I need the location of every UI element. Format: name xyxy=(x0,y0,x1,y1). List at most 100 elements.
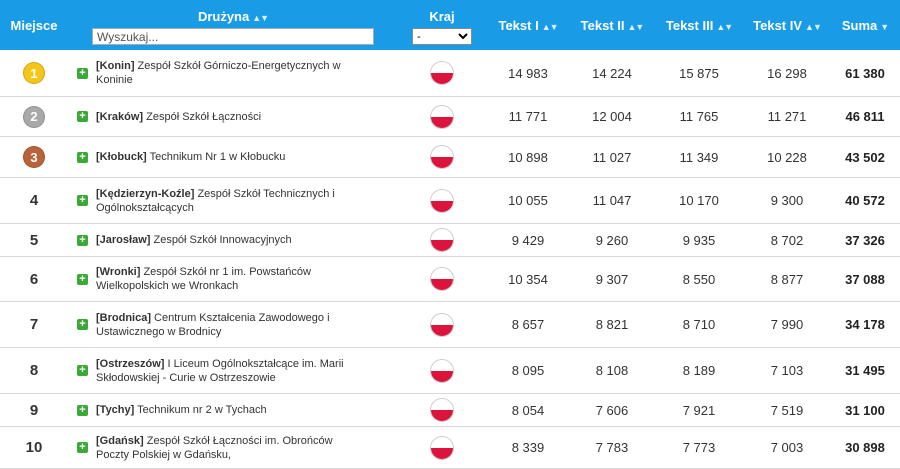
team-name: [Brodnica] Centrum Kształcenia Zawodoweg… xyxy=(96,311,366,339)
team-city: [Ostrzeszów] xyxy=(96,357,165,370)
expand-plus-icon[interactable]: + xyxy=(77,319,88,330)
team-name: [Wronki] Zespół Szkół nr 1 im. Powstańcó… xyxy=(96,265,366,293)
team-cell: + [Wronki] Zespół Szkół nr 1 im. Powstań… xyxy=(68,257,398,301)
score-sum: 30 898 xyxy=(845,440,885,455)
rank-cell: 1 xyxy=(0,50,68,96)
header-team-sort[interactable]: Drużyna ▲▼ xyxy=(198,9,269,24)
score-text-2: 8 821 xyxy=(595,317,629,332)
score-text-1: 10 354 xyxy=(508,271,548,287)
table-row: 9 + [Tychy] Technikum nr 2 w Tychach 8 0… xyxy=(0,394,900,427)
rank-cell: 7 xyxy=(0,302,68,347)
score-sum: 31 495 xyxy=(845,363,885,378)
country-cell xyxy=(398,97,486,136)
score-text-4: 7 103 xyxy=(770,363,804,378)
score-sum: 40 572 xyxy=(845,193,885,208)
country-cell xyxy=(398,50,486,96)
sort-desc-icon: ▼ xyxy=(880,21,889,32)
team-cell: + [Kędzierzyn-Koźle] Zespół Szkół Techni… xyxy=(68,178,398,223)
score-text-1: 8 339 xyxy=(511,440,545,455)
header-rank[interactable]: Miejsce xyxy=(0,0,68,50)
score-text-4: 8 877 xyxy=(770,271,804,287)
team-school: Zespół Szkół Łączności xyxy=(143,110,262,123)
poland-flag-icon xyxy=(430,104,454,129)
team-name: [Ostrzeszów] I Liceum Ogólnokształcące i… xyxy=(96,357,366,385)
score-text-2: 12 004 xyxy=(592,109,632,124)
score-text-4: 8 702 xyxy=(770,232,804,248)
country-cell xyxy=(398,137,486,177)
header-text-3[interactable]: Tekst III ▲▼ xyxy=(654,0,744,50)
score-sum: 37 088 xyxy=(845,271,885,287)
score-text-3: 8 550 xyxy=(682,271,716,287)
rank-number: 3 xyxy=(30,149,38,165)
header-text-2[interactable]: Tekst II ▲▼ xyxy=(570,0,654,50)
header-text-2-label: Tekst II xyxy=(580,17,625,33)
score-text-2: 9 307 xyxy=(595,271,629,287)
score-text-2: 9 260 xyxy=(595,232,629,248)
table-row: 6 + [Wronki] Zespół Szkół nr 1 im. Powst… xyxy=(0,257,900,302)
score-text-4: 16 298 xyxy=(767,65,807,81)
expand-plus-icon[interactable]: + xyxy=(77,273,88,285)
poland-flag-icon xyxy=(430,145,454,169)
poland-flag-icon xyxy=(430,228,454,252)
score-text-1: 8 095 xyxy=(511,363,545,378)
expand-plus-icon[interactable]: + xyxy=(77,404,88,416)
header-team: Drużyna ▲▼ xyxy=(68,0,398,50)
header-text-1[interactable]: Tekst I ▲▼ xyxy=(486,0,570,50)
score-text-3: 11 765 xyxy=(679,109,719,124)
sort-icon: ▲▼ xyxy=(805,21,822,32)
rank-number: 8 xyxy=(29,362,39,379)
header-text-1-label: Tekst I xyxy=(498,17,539,33)
country-cell xyxy=(398,348,486,393)
table-row: 5 + [Jarosław] Zespół Szkół Innowacyjnyc… xyxy=(0,224,900,257)
expand-plus-icon[interactable]: + xyxy=(77,67,88,79)
medal-icon: 3 xyxy=(23,146,45,168)
score-sum: 31 100 xyxy=(845,402,885,418)
expand-plus-icon[interactable]: + xyxy=(77,111,88,122)
score-text-3: 7 773 xyxy=(682,440,716,455)
medal-icon: 2 xyxy=(23,105,45,128)
team-name: [Kłobuck] Technikum Nr 1 w Kłobucku xyxy=(96,150,366,164)
team-school: Technikum nr 2 w Tychach xyxy=(134,404,267,416)
expand-plus-icon[interactable]: + xyxy=(77,234,88,246)
poland-flag-icon xyxy=(430,435,454,460)
search-input[interactable] xyxy=(92,28,374,45)
score-text-3: 8 710 xyxy=(682,317,716,332)
score-text-4: 9 300 xyxy=(770,193,804,208)
rank-number: 2 xyxy=(30,109,38,124)
team-cell: + [Kłobuck] Technikum Nr 1 w Kłobucku xyxy=(68,137,398,177)
score-text-3: 9 935 xyxy=(682,232,716,248)
expand-plus-icon[interactable]: + xyxy=(77,195,88,206)
team-city: [Wronki] xyxy=(96,266,141,278)
team-cell: + [Tychy] Technikum nr 2 w Tychach xyxy=(68,394,398,426)
score-text-3: 7 921 xyxy=(682,402,716,418)
score-text-2: 7 783 xyxy=(595,440,629,455)
team-cell: + [Ostrzeszów] I Liceum Ogólnokształcące… xyxy=(68,348,398,393)
header-text-4-label: Tekst IV xyxy=(753,17,803,33)
expand-plus-icon[interactable]: + xyxy=(77,151,88,163)
team-city: [Konin] xyxy=(96,60,135,72)
header-sum[interactable]: Suma ▼ xyxy=(830,0,900,50)
sort-icon: ▲▼ xyxy=(541,21,559,32)
team-name: [Gdańsk] Zespół Szkół Łączności im. Obro… xyxy=(96,434,366,462)
expand-plus-icon[interactable]: + xyxy=(77,442,88,453)
team-school: Zespół Szkół Łączności im. Obrońców Pocz… xyxy=(96,434,333,461)
score-sum: 34 178 xyxy=(845,317,885,332)
team-cell: + [Kraków] Zespół Szkół Łączności xyxy=(68,97,398,136)
table-row: 7 + [Brodnica] Centrum Kształcenia Zawod… xyxy=(0,302,900,348)
header-text-4[interactable]: Tekst IV ▲▼ xyxy=(744,0,830,50)
score-text-1: 10 055 xyxy=(508,193,548,208)
score-text-3: 10 170 xyxy=(679,193,719,208)
score-text-3: 11 349 xyxy=(679,149,719,165)
poland-flag-icon xyxy=(430,358,454,383)
header-country: Kraj - xyxy=(398,0,486,50)
team-city: [Jarosław] xyxy=(96,234,151,246)
team-school: Zespół Szkół Górniczo-Energetycznych w K… xyxy=(96,60,341,86)
poland-flag-icon xyxy=(430,188,454,213)
score-text-4: 7 990 xyxy=(770,317,804,332)
header-rank-label: Miejsce xyxy=(10,17,58,33)
score-text-4: 7 519 xyxy=(770,402,804,418)
expand-plus-icon[interactable]: + xyxy=(77,365,88,376)
score-text-1: 11 771 xyxy=(508,109,548,124)
team-city: [Brodnica] xyxy=(96,311,151,324)
country-select[interactable]: - xyxy=(412,28,472,45)
